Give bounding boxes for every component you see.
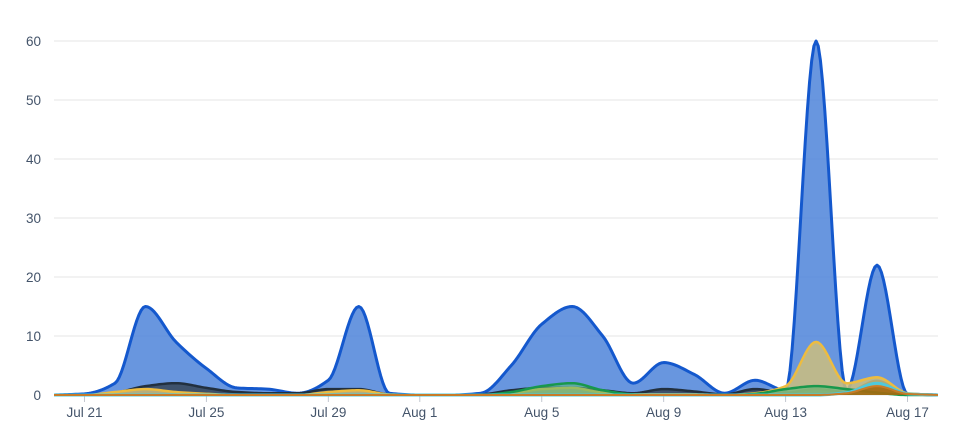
series-line-blue[interactable] — [54, 39, 938, 397]
x-axis-label-4: Aug 5 — [524, 405, 559, 420]
series-area-orange[interactable] — [54, 386, 938, 395]
y-axis-label-0: 0 — [33, 388, 41, 403]
y-axis-label-40: 40 — [26, 152, 41, 167]
x-axis-label-5: Aug 9 — [646, 405, 681, 420]
y-axis-label-60: 60 — [26, 34, 41, 49]
x-axis-label-6: Aug 13 — [764, 405, 807, 420]
y-axis-label-10: 10 — [26, 329, 41, 344]
x-axis-label-3: Aug 1 — [402, 405, 437, 420]
x-axis-label-0: Jul 21 — [66, 405, 102, 420]
series-line-orange[interactable] — [54, 385, 938, 396]
x-axis-label-7: Aug 17 — [886, 405, 929, 420]
y-axis-label-20: 20 — [26, 270, 41, 285]
series-area-blue[interactable] — [54, 41, 938, 395]
y-axis-label-50: 50 — [26, 93, 41, 108]
y-axis-label-30: 30 — [26, 211, 41, 226]
x-axis-label-2: Jul 29 — [310, 405, 346, 420]
x-axis-label-1: Jul 25 — [188, 405, 224, 420]
